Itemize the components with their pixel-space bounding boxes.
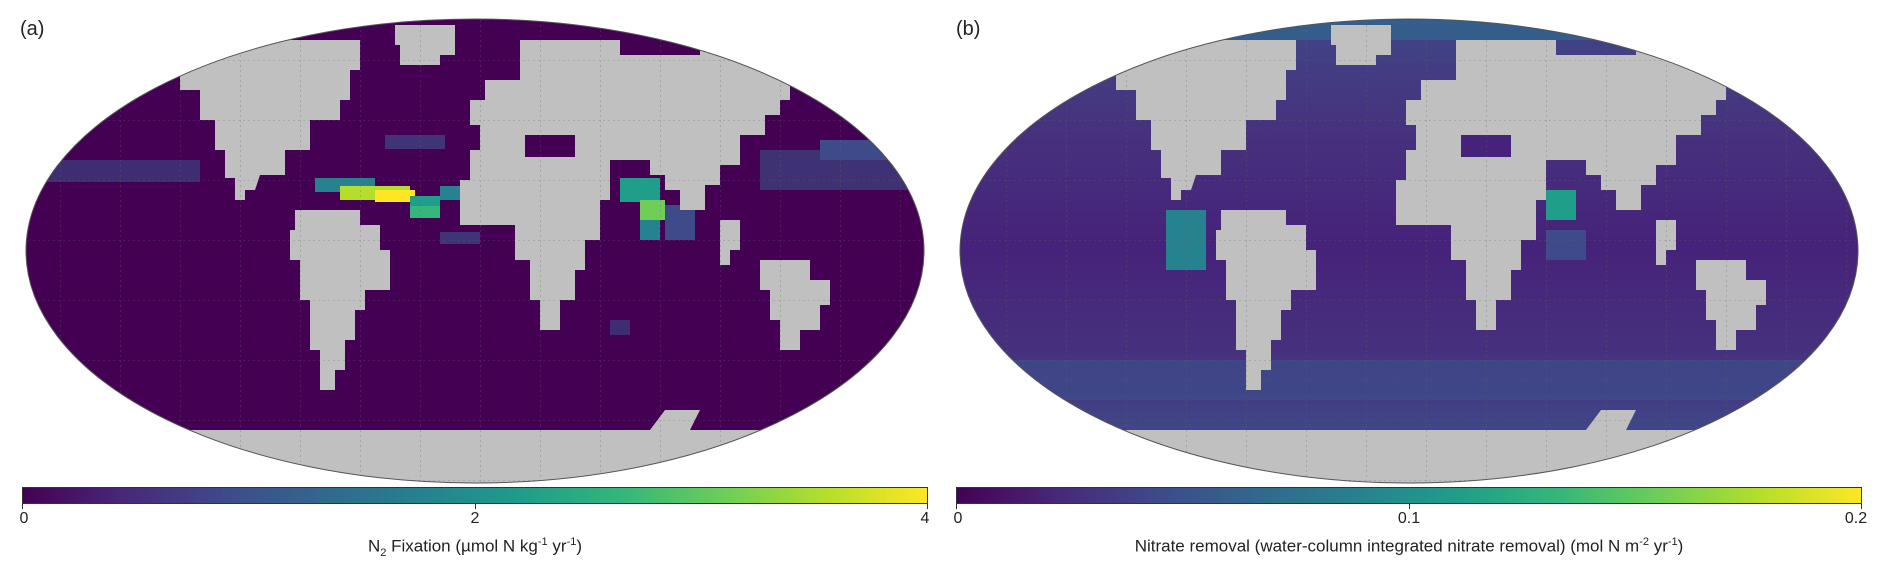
- colorbar-a-tick-1: [475, 503, 476, 509]
- panel-b-nitrate-removal: (b) 0 0.1 0.2 Nitrate removal (water-col…: [946, 0, 1892, 583]
- colorbar-a-title: N2 Fixation (µmol N kg-1 yr-1): [367, 536, 583, 560]
- colorbar-a-ticklabel-1: 2: [470, 510, 480, 527]
- colorbar-b-tick-2: [1861, 503, 1862, 509]
- colorbar-a-ticklabel-2: 4: [920, 510, 930, 527]
- panel-label-a: (a): [20, 18, 45, 40]
- colorbar-b-tick-0: [956, 503, 957, 509]
- colorbar-b-title: Nitrate removal (water-column integrated…: [1134, 536, 1684, 556]
- panel-label-b: (b): [956, 18, 981, 40]
- colorbar-b-ticklabel-1: 0.1: [1397, 510, 1421, 527]
- colorbar-a-ticklabel-0: 0: [19, 510, 29, 527]
- map-b: [959, 18, 1859, 484]
- colorbar-a-tick-0: [22, 503, 23, 509]
- colorbar-b: [956, 487, 1862, 504]
- colorbar-b-tick-1: [1409, 503, 1410, 509]
- colorbar-a: [22, 487, 928, 504]
- colorbar-b-ticklabel-2: 0.2: [1844, 510, 1868, 527]
- map-a: [25, 18, 925, 484]
- colorbar-a-tick-2: [927, 503, 928, 509]
- colorbar-b-ticklabel-0: 0: [953, 510, 963, 527]
- panel-a-nitrogen-fixation: (a) 0 2 4 N2 Fixation (µmol N kg-1 yr-1): [19, 18, 930, 560]
